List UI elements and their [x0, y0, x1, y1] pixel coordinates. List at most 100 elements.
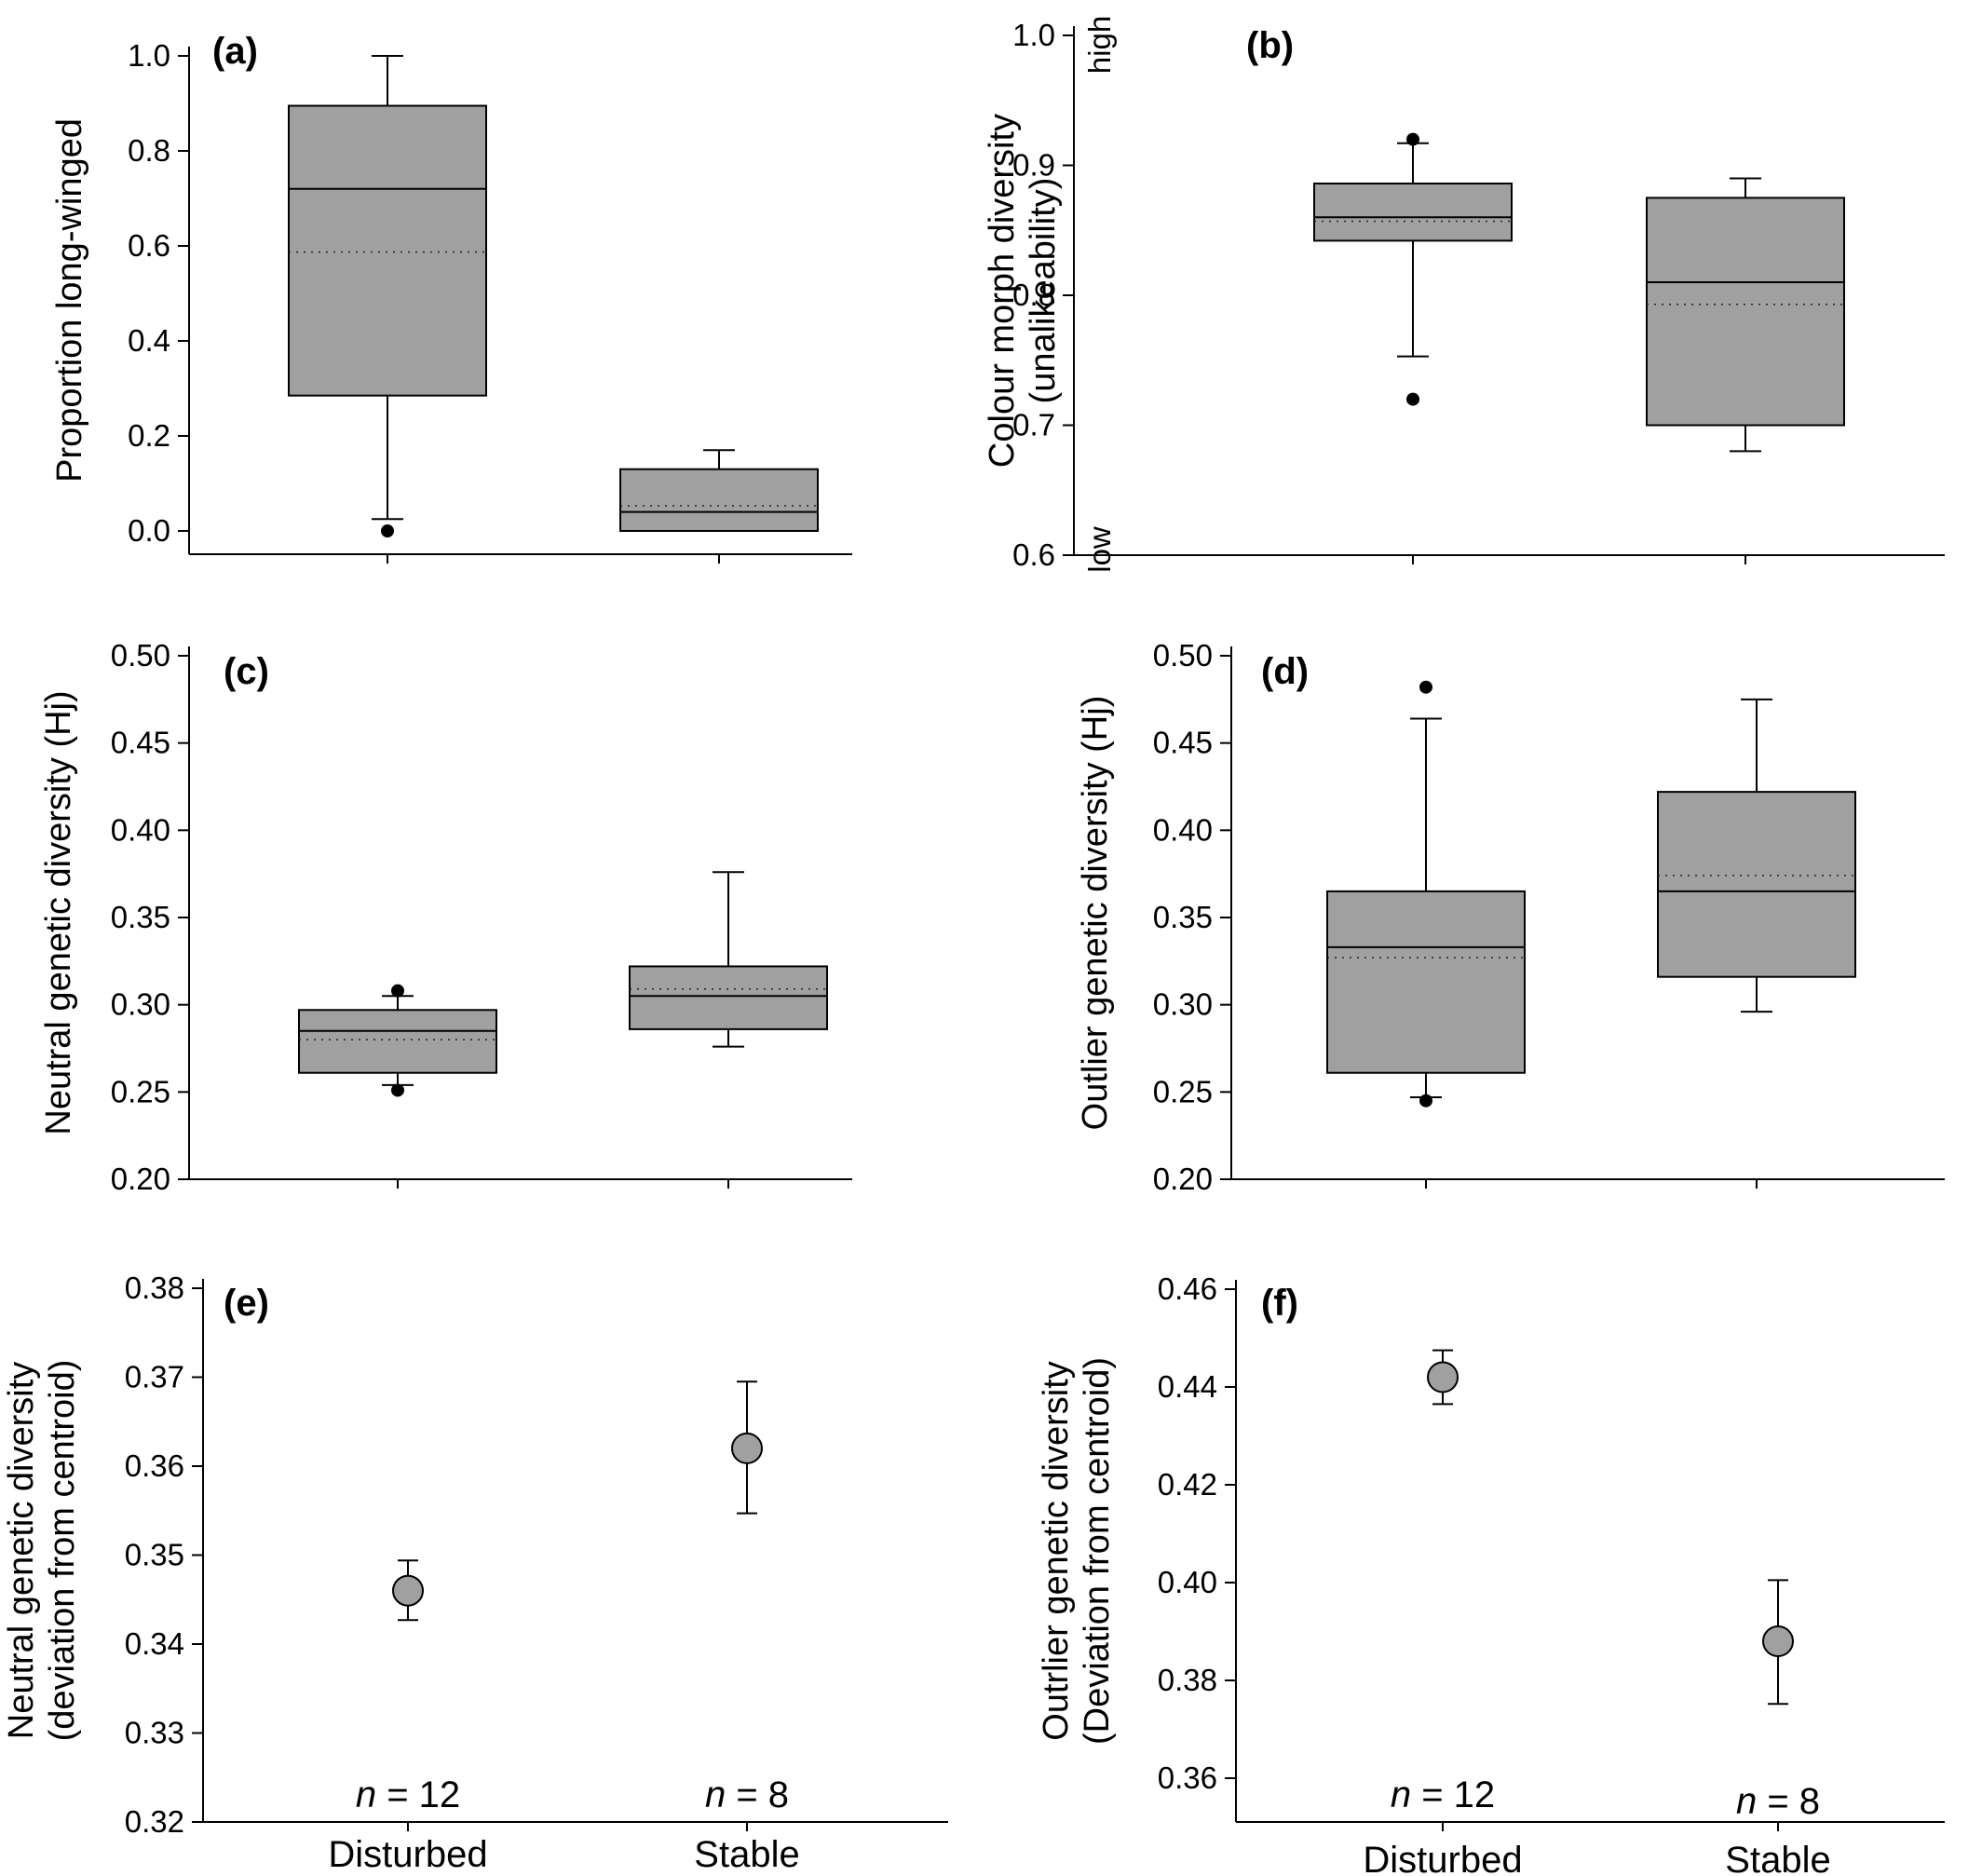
panel-a: 0.0 0.2 0.4 0.6 0.8 1.0 Proportion long-winged… [50, 31, 852, 564]
mean-point [1762, 1625, 1794, 1657]
sample-size-label: n = 8 [705, 1774, 789, 1815]
box-disturbed [1313, 132, 1513, 406]
y-tick-label: 0.7 [1012, 408, 1055, 442]
point-disturbed [1427, 1349, 1459, 1406]
y-tick-label: 0.6 [128, 228, 170, 263]
x-category-label: Stable [694, 1834, 799, 1875]
y-axis-label: Outrlier genetic diversity [1037, 1361, 1076, 1741]
x-category-label: Disturbed [328, 1834, 487, 1875]
y-tick-label: 0.40 [1158, 1565, 1217, 1599]
y-tick-label: 0.45 [1153, 726, 1213, 760]
scale-high-label: high [1082, 16, 1117, 74]
y-tick-label: 0.36 [1158, 1760, 1217, 1795]
y-tick-label: 0.35 [1153, 900, 1213, 934]
y-axis-label: (unalikeability) [1024, 178, 1063, 404]
box-stable [629, 871, 828, 1048]
y-tick-label: 0.30 [1153, 987, 1213, 1022]
y-tick-label: 0.9 [1012, 148, 1055, 183]
y-tick-label: 0.2 [128, 418, 170, 453]
panel-label: (c) [224, 651, 269, 692]
panel-label: (e) [224, 1283, 269, 1324]
y-tick-label: 0.6 [1012, 537, 1055, 572]
box-disturbed [298, 984, 497, 1097]
outlier-point [391, 1083, 404, 1097]
sample-size-label: n = 8 [1736, 1781, 1820, 1822]
mean-point [392, 1574, 424, 1607]
y-tick-label: 0.35 [125, 1538, 184, 1572]
y-axis-label: Colour morph diversity [983, 114, 1022, 468]
y-tick-label: 0.38 [1158, 1663, 1217, 1697]
y-tick-label: 0.8 [1012, 278, 1055, 312]
y-axis-label: (Deviation from centroid) [1078, 1357, 1117, 1745]
box-stable [1657, 698, 1856, 1013]
y-tick-label: 0.45 [111, 726, 170, 760]
y-tick-label: 0.40 [111, 812, 170, 847]
point-stable [1762, 1579, 1794, 1706]
y-tick-label: 0.25 [111, 1074, 170, 1108]
box-iqr [288, 104, 487, 397]
box-stable [619, 449, 819, 533]
box-iqr [629, 965, 828, 1030]
box-iqr [1326, 890, 1526, 1074]
y-tick-label: 0.40 [1153, 812, 1213, 847]
y-tick-label: 0.44 [1158, 1369, 1217, 1404]
outlier-point [1419, 1094, 1432, 1108]
y-tick-label: 0.32 [125, 1804, 184, 1839]
outlier-point [1406, 392, 1419, 406]
y-tick-label: 0.33 [125, 1716, 184, 1750]
x-category-label: Disturbed [1363, 1840, 1522, 1876]
mean-point [1427, 1361, 1459, 1393]
y-tick-label: 0.30 [111, 987, 170, 1022]
point-stable [731, 1380, 763, 1515]
y-tick-label: 1.0 [1012, 18, 1055, 52]
box-iqr [619, 468, 819, 533]
y-tick-label: 0.38 [125, 1271, 184, 1305]
scale-low-label: low [1082, 526, 1117, 573]
sample-size-label: n = 12 [356, 1774, 460, 1815]
y-axis-label: (deviation from centroid) [43, 1360, 82, 1742]
y-axis-label: Outlier genetic diversity (Hj) [1076, 696, 1115, 1131]
panel-d: 0.20 0.25 0.30 0.35 0.40 0.45 0.50 Outlier gene… [1076, 638, 1945, 1196]
panel-e: 0.32 0.33 0.34 0.35 0.36 0.37 0.38 Neutral gene… [2, 1271, 948, 1875]
y-tick-label: 0.20 [1153, 1162, 1213, 1196]
panel-c: 0.20 0.25 0.30 0.35 0.40 0.45 0.50 Neutral gene… [39, 638, 852, 1196]
y-tick-label: 0.25 [1153, 1074, 1213, 1108]
box-iqr [1313, 183, 1513, 242]
y-tick-label: 0.0 [128, 513, 170, 548]
y-axis-label: Neutral genetic diversity [2, 1362, 41, 1740]
outlier-point [1419, 680, 1432, 694]
box-iqr [1646, 197, 1845, 427]
outlier-point [381, 524, 394, 537]
box-iqr [1657, 791, 1856, 978]
y-tick-label: 0.8 [128, 133, 170, 168]
y-tick-label: 0.20 [111, 1162, 170, 1196]
box-stable [1646, 177, 1845, 453]
x-category-label: Stable [1725, 1840, 1830, 1876]
outlier-point [1406, 132, 1419, 146]
panel-label: (f) [1261, 1283, 1298, 1324]
box-disturbed [1326, 680, 1526, 1108]
y-tick-label: 0.37 [125, 1360, 184, 1394]
mean-point [731, 1432, 763, 1464]
box-iqr [298, 1009, 497, 1074]
y-tick-label: 0.42 [1158, 1467, 1217, 1502]
y-tick-label: 0.36 [125, 1448, 184, 1483]
y-tick-label: 0.50 [111, 638, 170, 673]
box-disturbed [288, 55, 487, 537]
y-tick-label: 1.0 [128, 38, 170, 73]
y-tick-label: 0.4 [128, 323, 170, 358]
y-tick-label: 0.34 [125, 1626, 184, 1661]
point-disturbed [392, 1559, 424, 1622]
panel-f: 0.36 0.38 0.40 0.42 0.44 0.46 Outrlier genetic… [1037, 1271, 1945, 1876]
y-tick-label: 0.50 [1153, 638, 1213, 673]
panel-label: (a) [212, 31, 258, 72]
panel-b: 0.6 0.7 0.8 0.9 1.0 Colour morph diversity (un… [983, 16, 1945, 573]
sample-size-label: n = 12 [1391, 1774, 1495, 1815]
panel-label: (d) [1261, 651, 1309, 692]
y-tick-label: 0.35 [111, 900, 170, 934]
y-axis-label: Proportion long-winged [50, 118, 89, 483]
panel-label: (b) [1246, 25, 1294, 66]
y-tick-label: 0.46 [1158, 1271, 1217, 1306]
y-axis-label: Neutral genetic diversity (Hj) [39, 690, 78, 1135]
